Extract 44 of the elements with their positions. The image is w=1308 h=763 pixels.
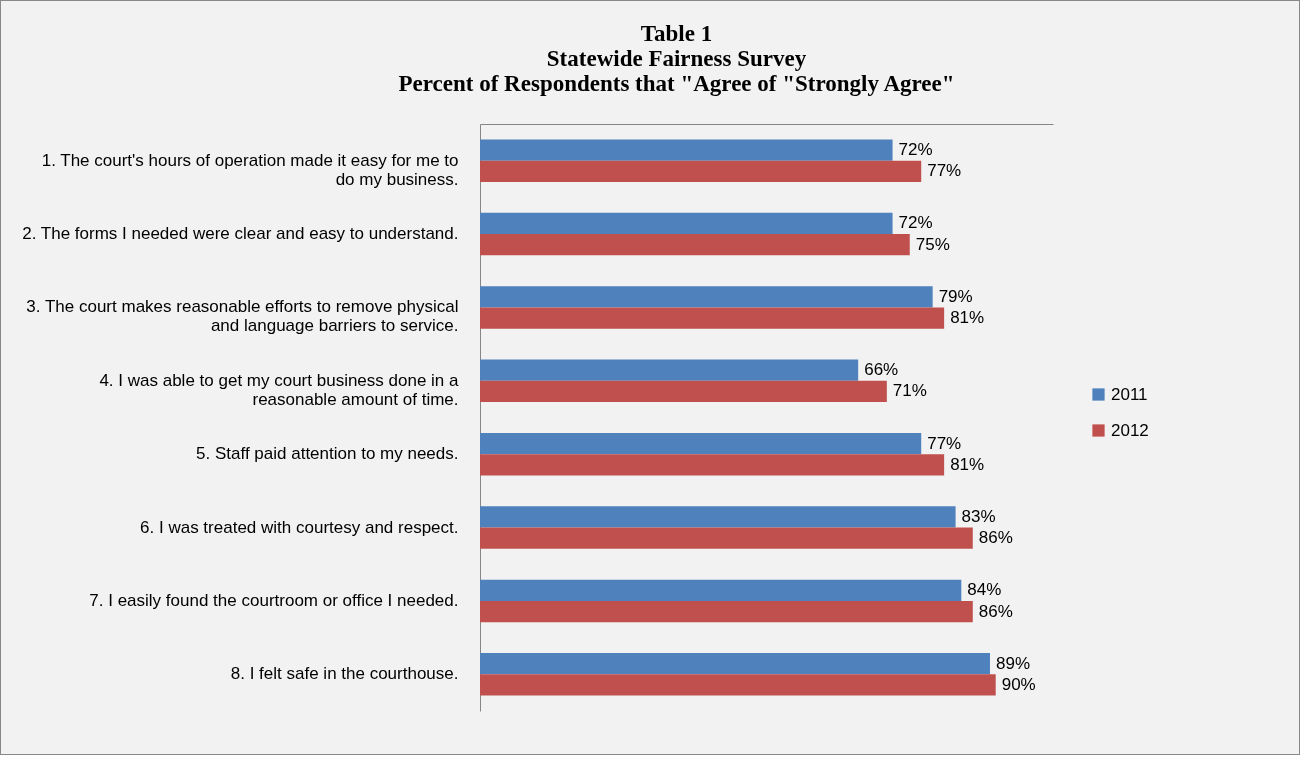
chart-title: Table 1 xyxy=(640,21,713,46)
legend-label: 2011 xyxy=(1111,384,1148,404)
data-label: 84% xyxy=(967,580,1002,600)
y-tick-label: 8. I felt safe in the courthouse. xyxy=(230,664,459,684)
data-label: 89% xyxy=(995,653,1030,673)
data-label: 79% xyxy=(938,286,973,306)
bar xyxy=(480,359,859,381)
data-label: 90% xyxy=(1001,674,1036,694)
y-tick-label: 2. The forms I needed were clear and easy to understand. xyxy=(22,224,459,244)
data-label: 72% xyxy=(898,140,933,160)
bar xyxy=(480,506,956,528)
legend-label: 2012 xyxy=(1111,420,1149,440)
y-tick-label: 5. Staff paid attention to my needs. xyxy=(196,444,459,464)
data-label: 81% xyxy=(950,454,985,474)
data-label: 71% xyxy=(892,381,927,401)
bar xyxy=(480,579,962,601)
bar xyxy=(480,160,922,182)
bar xyxy=(480,380,887,403)
data-label: 83% xyxy=(961,506,996,526)
bar xyxy=(480,286,933,308)
y-tick-label: 1. The court's hours of operation made it easy for me to do my business. xyxy=(41,150,459,189)
bar xyxy=(480,234,910,256)
data-label: 86% xyxy=(978,528,1013,548)
y-tick-label: 3. The court makes reasonable efforts to remove physical and language barriers to service. xyxy=(26,297,459,336)
y-tick-label: 4. I was able to get my court business done in a reasonable amount of time. xyxy=(99,370,460,409)
bar xyxy=(480,674,996,696)
chart-subtitle: Statewide Fairness Survey Percent of Respondents that "Agree of "Strongly Agree" xyxy=(398,46,955,96)
bar xyxy=(480,139,893,161)
data-label: 72% xyxy=(898,213,933,233)
bar xyxy=(480,432,922,455)
data-label: 81% xyxy=(950,308,985,328)
y-tick-label: 7. I easily found the courtroom or office I needed. xyxy=(89,590,459,610)
data-label: 77% xyxy=(927,161,962,181)
y-tick-label: 6. I was treated with courtesy and respect. xyxy=(140,517,459,537)
bar xyxy=(480,653,990,675)
data-label: 77% xyxy=(927,433,962,453)
bar xyxy=(480,454,945,476)
data-label: 86% xyxy=(978,601,1013,621)
data-label: 66% xyxy=(864,360,899,380)
bar xyxy=(480,600,973,623)
bar xyxy=(480,307,945,329)
bar xyxy=(480,527,973,549)
data-label: 75% xyxy=(915,234,950,254)
bar xyxy=(480,212,893,235)
